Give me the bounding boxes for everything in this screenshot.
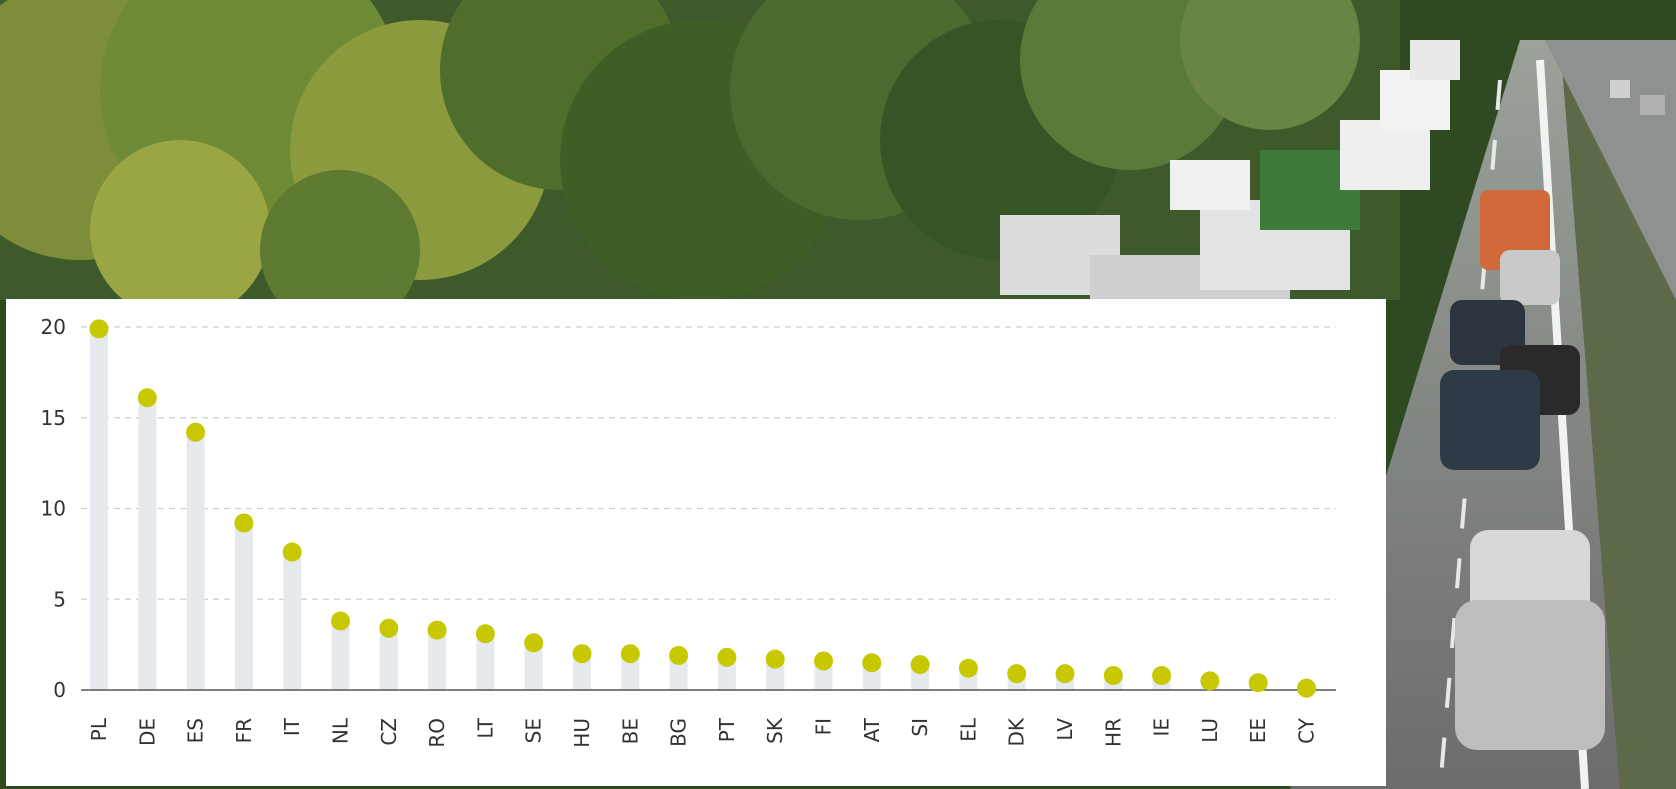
data-point-AT — [862, 653, 882, 673]
stem-HU — [573, 653, 591, 690]
data-point-EL — [958, 658, 978, 678]
y-tick-label-0: 0 — [53, 678, 66, 702]
data-point-IE — [1152, 665, 1172, 685]
x-tick-label-IE: IE — [1150, 718, 1174, 737]
stem-PL — [90, 328, 108, 690]
trucks — [1000, 40, 1460, 300]
data-point-FR — [234, 513, 254, 533]
data-point-HR — [1103, 665, 1123, 685]
x-tick-label-BG: BG — [667, 718, 691, 747]
x-tick-label-SE: SE — [522, 718, 546, 743]
tree-canopy — [0, 0, 1400, 330]
x-tick-label-HU: HU — [570, 718, 594, 748]
x-tick-label-DE: DE — [135, 718, 159, 746]
stem-NL — [331, 621, 350, 690]
data-point-BE — [620, 644, 640, 664]
stem-RO — [428, 630, 447, 690]
y-tick-label-15: 15 — [41, 406, 66, 430]
stems — [90, 328, 1316, 690]
data-point-HU — [572, 644, 592, 664]
x-tick-label-BE: BE — [618, 718, 642, 744]
y-axis-ticks: 0 5 10 15 20 — [41, 315, 66, 702]
x-tick-label-FI: FI — [812, 718, 836, 735]
x-tick-label-CZ: CZ — [377, 718, 401, 746]
data-point-EE — [1248, 673, 1268, 693]
data-point-FI — [814, 651, 833, 671]
data-points — [89, 319, 1316, 698]
data-point-PL — [89, 319, 109, 339]
stem-ES — [186, 432, 205, 690]
data-point-LU — [1200, 671, 1220, 691]
x-tick-label-LU: LU — [1198, 718, 1222, 743]
stem-IT — [283, 552, 302, 690]
x-tick-label-EL: EL — [956, 717, 980, 742]
x-tick-label-ES: ES — [184, 718, 208, 743]
y-tick-label-10: 10 — [41, 497, 66, 521]
x-tick-label-SK: SK — [763, 717, 787, 744]
data-point-SE — [524, 633, 544, 653]
data-point-CZ — [379, 618, 399, 638]
lollipop-chart: 0 5 10 15 20 PL DE ES FR IT NL CZ RO LT SE HU BE BG PT SK F… — [41, 315, 1336, 748]
data-point-ES — [186, 422, 206, 442]
data-point-PT — [717, 647, 737, 667]
stem-CZ — [379, 628, 398, 690]
data-point-LV — [1055, 664, 1075, 684]
x-tick-label-IT: IT — [280, 717, 304, 736]
data-point-IT — [282, 542, 302, 562]
x-tick-label-PT: PT — [715, 717, 739, 742]
data-point-RO — [427, 620, 447, 640]
x-tick-label-EE: EE — [1246, 718, 1270, 743]
x-tick-label-AT: AT — [860, 717, 884, 742]
data-point-DE — [137, 388, 157, 408]
x-tick-label-HR: HR — [1101, 718, 1125, 747]
data-point-LT — [475, 624, 495, 644]
x-tick-label-LV: LV — [1053, 718, 1077, 741]
x-tick-label-SI: SI — [908, 718, 932, 737]
x-tick-label-DK: DK — [1005, 717, 1029, 746]
gridlines — [81, 326, 1336, 600]
stem-FR — [234, 523, 253, 690]
y-tick-label-20: 20 — [41, 315, 66, 339]
stem-BG — [669, 655, 688, 690]
x-tick-label-RO: RO — [425, 718, 449, 748]
stem-BE — [621, 653, 640, 690]
x-tick-label-FR: FR — [232, 718, 256, 744]
cars — [1440, 80, 1665, 750]
stem-LT — [476, 633, 495, 690]
data-point-BG — [669, 646, 689, 666]
chart-panel: 0 5 10 15 20 PL DE ES FR IT NL CZ RO LT SE HU BE BG PT SK F… — [6, 299, 1386, 786]
x-tick-label-CY: CY — [1295, 717, 1319, 744]
data-point-DK — [1007, 664, 1027, 684]
data-point-NL — [331, 611, 350, 631]
x-tick-label-PL: PL — [87, 717, 111, 741]
y-tick-label-5: 5 — [53, 587, 66, 611]
x-tick-label-LT: LT — [473, 717, 497, 738]
x-axis-ticks: PL DE ES FR IT NL CZ RO LT SE HU BE BG PT SK FI AT SI EL DK… — [87, 717, 1319, 748]
data-point-SI — [910, 655, 930, 675]
x-tick-label-NL: NL — [329, 717, 353, 744]
data-point-CY — [1297, 678, 1316, 698]
stem-SE — [524, 642, 543, 690]
data-point-SK — [765, 649, 785, 669]
stem-DE — [138, 397, 157, 690]
